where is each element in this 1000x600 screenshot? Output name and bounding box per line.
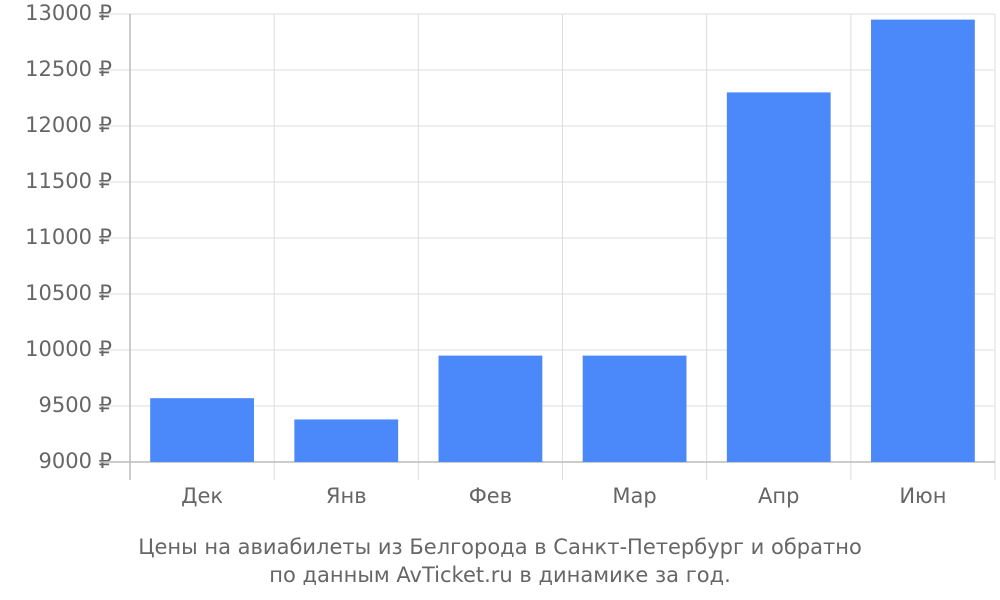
y-tick-label: 9000 ₽	[39, 449, 112, 473]
y-tick-label: 11000 ₽	[25, 225, 112, 249]
bar	[150, 398, 254, 462]
bar	[582, 355, 687, 462]
bar	[726, 92, 831, 463]
bar	[294, 419, 399, 462]
y-tick-label: 13000 ₽	[25, 1, 112, 25]
x-tick-label: Июн	[899, 484, 946, 508]
y-tick-label: 12000 ₽	[25, 113, 112, 137]
x-tick-label: Апр	[758, 484, 799, 508]
chart-subtitle: по данным AvTicket.ru в динамике за год.	[269, 563, 731, 587]
y-tick-label: 11500 ₽	[25, 169, 112, 193]
x-tick-label: Фев	[469, 484, 512, 508]
y-tick-label: 10000 ₽	[25, 337, 112, 361]
y-tick-label: 12500 ₽	[25, 57, 112, 81]
x-tick-label: Дек	[181, 484, 223, 508]
bar	[438, 355, 543, 462]
x-tick-label: Мар	[612, 484, 656, 508]
x-tick-label: Янв	[326, 484, 367, 508]
y-tick-label: 10500 ₽	[25, 281, 112, 305]
y-tick-label: 9500 ₽	[39, 393, 112, 417]
bar	[871, 19, 975, 462]
chart-title: Цены на авиабилеты из Белгорода в Санкт-…	[138, 535, 862, 559]
